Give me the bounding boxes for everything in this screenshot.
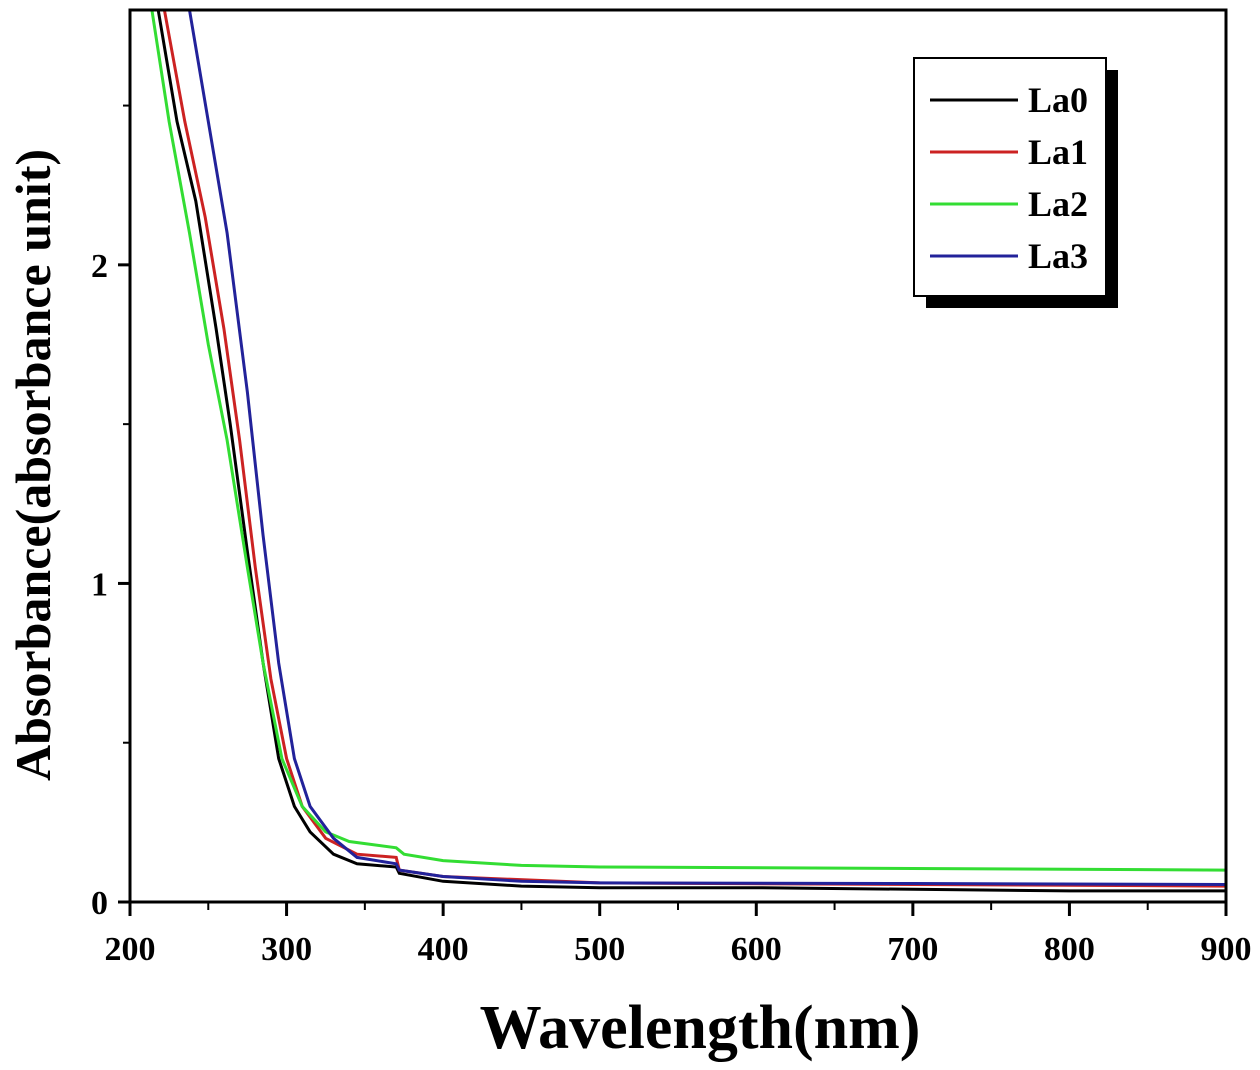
- x-tick-label: 600: [731, 931, 782, 968]
- series-line-la0: [156, 10, 1226, 893]
- legend-label: La1: [1028, 132, 1088, 172]
- legend-label: La2: [1028, 184, 1088, 224]
- series-line-la2: [150, 10, 1226, 872]
- legend-label: La0: [1028, 80, 1088, 120]
- x-tick-label: 400: [418, 931, 469, 968]
- y-tick-label: 1: [91, 566, 108, 603]
- x-tick-label: 200: [105, 931, 156, 968]
- legend-label: La3: [1028, 236, 1088, 276]
- x-axis-label: Wavelength(nm): [480, 994, 921, 1062]
- series-line-la3: [188, 10, 1226, 886]
- y-axis-label: Absorbance(absorbance unit): [5, 149, 61, 781]
- x-tick-label: 700: [887, 931, 938, 968]
- x-tick-label: 800: [1044, 931, 1095, 968]
- x-tick-label: 900: [1201, 931, 1252, 968]
- x-tick-label: 300: [261, 931, 312, 968]
- legend: La0 La1 La2 La3: [913, 57, 1118, 308]
- x-tick-label: 500: [574, 931, 625, 968]
- y-tick-label: 2: [91, 248, 108, 285]
- y-tick-label: 0: [91, 885, 108, 922]
